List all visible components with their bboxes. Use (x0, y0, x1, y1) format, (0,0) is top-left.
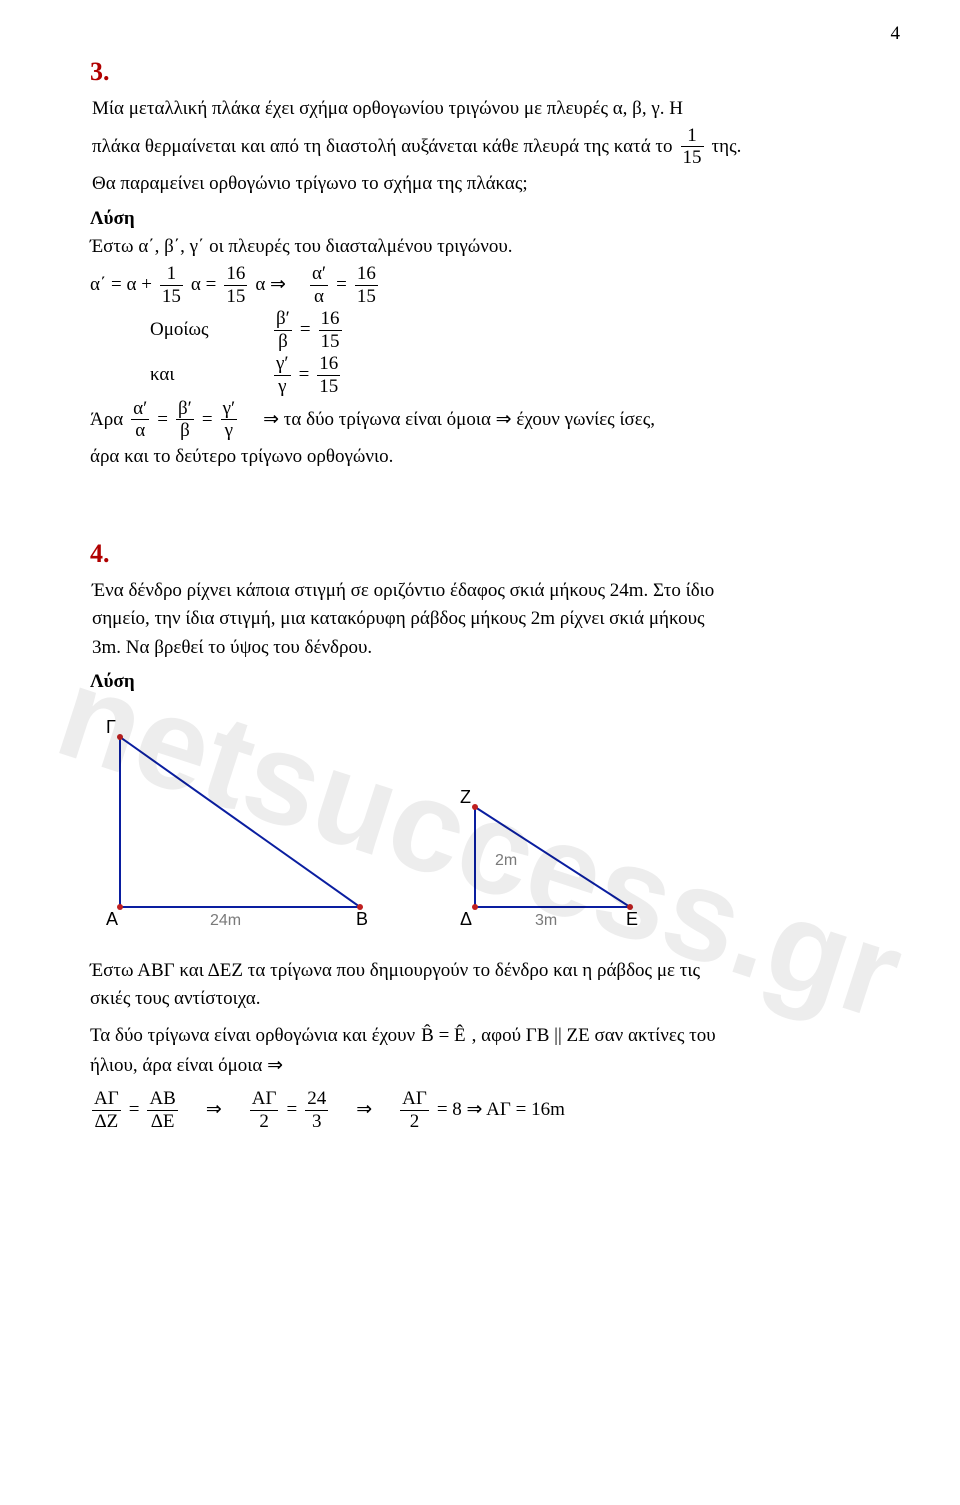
svg-text:24m: 24m (210, 912, 241, 929)
svg-text:2m: 2m (495, 852, 517, 869)
fraction-icon: ΑΓΔΖ (92, 1089, 121, 1132)
fraction-icon: α′α (310, 264, 328, 307)
angle-equality: B̂ = Ê (421, 1022, 466, 1051)
problem-4-line-3: 3m. Να βρεθεί το ύψος του δένδρου. (92, 634, 870, 663)
triangle-big-icon: Α Β Γ 24m (100, 717, 390, 937)
fraction-icon: 1 15 (681, 126, 704, 169)
problem-3-line-2a: πλάκα θερμαίνεται και από τη διαστολή αυ… (92, 133, 673, 162)
solution-3-row-4: Άρα α′α = β′β = γ′γ ⇒ τα δύο τρίγωνα είν… (90, 399, 870, 442)
svg-text:Γ: Γ (106, 717, 116, 737)
svg-text:Α: Α (106, 909, 118, 929)
problem-3-number: 3. (90, 52, 870, 91)
figures-row: Α Β Γ 24m Δ Ε Ζ 3m 2m (100, 717, 870, 937)
triangle-small-icon: Δ Ε Ζ 3m 2m (450, 777, 680, 937)
solution-4-after-fig-1: Έστω ΑΒΓ και ΔΕΖ τα τρίγωνα που δημιουργ… (90, 957, 870, 986)
solution-label-4: Λύση (90, 668, 870, 697)
svg-text:3m: 3m (535, 912, 557, 929)
problem-3-statement: Μία μεταλλική πλάκα έχει σχήμα ορθογωνίο… (92, 95, 870, 199)
problem-3-line-3: Θα παραμείνει ορθογώνιο τρίγωνο το σχήμα… (92, 170, 870, 199)
fraction-icon: β′β (274, 309, 292, 352)
solution-4-angles-next: ήλιου, άρα είναι όμοια ⇒ (90, 1052, 870, 1081)
problem-3-line-2b: της. (712, 133, 742, 162)
problem-3-line-1: Μία μεταλλική πλάκα έχει σχήμα ορθογωνίο… (92, 95, 870, 124)
fraction-icon: 1615 (319, 309, 342, 352)
fraction-icon: ΑΒΔΕ (147, 1089, 177, 1132)
fraction-icon: 1615 (224, 264, 247, 307)
problem-4-line-2: σημείο, την ίδια στιγμή, μια κατακόρυφη … (92, 605, 870, 634)
fraction-icon: β′β (176, 399, 194, 442)
svg-text:Β: Β (356, 909, 368, 929)
solution-4-angles-line: Τα δύο τρίγωνα είναι ορθογώνια και έχουν… (90, 1022, 870, 1051)
fraction-icon: ΑΓ2 (250, 1089, 279, 1132)
problem-4-line-1: Ένα δένδρο ρίχνει κάποια στιγμή σε οριζό… (92, 577, 870, 606)
fraction-icon: 115 (160, 264, 183, 307)
problem-4-statement: Ένα δένδρο ρίχνει κάποια στιγμή σε οριζό… (92, 577, 870, 663)
page-number: 4 (891, 20, 901, 49)
solution-3-row-5: άρα και το δεύτερο τρίγωνο ορθογώνιο. (90, 443, 870, 472)
fraction-icon: α′α (131, 399, 149, 442)
fraction-icon: 1615 (355, 264, 378, 307)
solution-4-final-row: ΑΓΔΖ = ΑΒΔΕ ⇒ ΑΓ2 = 243 ⇒ ΑΓ2 = 8 ⇒ ΑΓ =… (90, 1089, 870, 1132)
svg-text:Ζ: Ζ (460, 787, 471, 807)
fraction-icon: 243 (305, 1089, 328, 1132)
solution-3-row-1: α΄ = α + 115 α = 1615 α ⇒ α′α = 1615 (90, 264, 870, 307)
solution-3-row-2: Ομοίως β′β = 1615 (150, 309, 870, 352)
fraction-icon: γ′γ (274, 354, 291, 397)
fraction-icon: γ′γ (221, 399, 238, 442)
page: 4 netsuccess.gr 3. Μία μεταλλική πλάκα έ… (0, 0, 960, 1505)
fraction-icon: ΑΓ2 (400, 1089, 429, 1132)
svg-text:Δ: Δ (460, 909, 472, 929)
solution-3-assume: Έστω α΄, β΄, γ΄ οι πλευρές του διασταλμέ… (90, 233, 870, 262)
solution-3-row-3: και γ′γ = 1615 (150, 354, 870, 397)
svg-text:Ε: Ε (626, 909, 638, 929)
solution-label-3: Λύση (90, 205, 870, 234)
solution-4-after-fig-2: σκιές τους αντίστοιχα. (90, 985, 870, 1014)
problem-3-line-2: πλάκα θερμαίνεται και από τη διαστολή αυ… (92, 126, 870, 169)
problem-4-number: 4. (90, 534, 870, 573)
fraction-icon: 1615 (317, 354, 340, 397)
